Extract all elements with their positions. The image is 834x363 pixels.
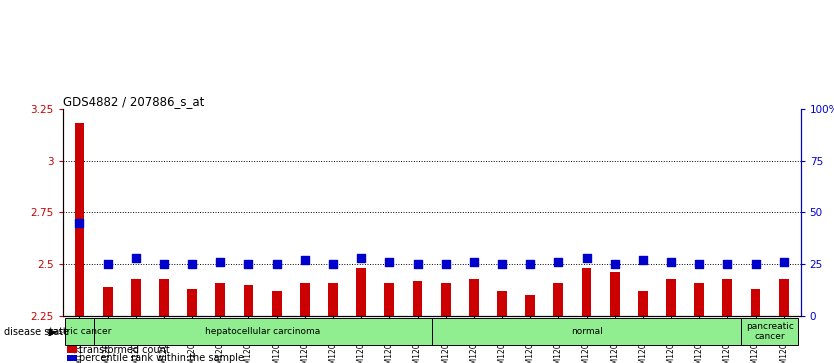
Bar [666,278,676,316]
Bar [413,281,423,316]
Bar [272,291,282,316]
Bar [93,318,432,345]
Point [354,255,368,261]
Text: ▶: ▶ [49,327,57,337]
Point [383,259,396,265]
Point [411,261,425,267]
Point [580,255,593,261]
Point [608,261,621,267]
Text: normal: normal [570,327,602,336]
Bar [469,278,479,316]
Bar [779,278,789,316]
Bar [187,289,197,316]
Point [439,261,452,267]
Bar [159,278,169,316]
Point [692,261,706,267]
Point [242,261,255,267]
Bar [610,272,620,316]
Bar [432,318,741,345]
Bar [74,123,84,316]
Bar [440,283,450,316]
Point [326,261,339,267]
Text: percentile rank within the sample: percentile rank within the sample [79,353,244,363]
Bar [638,291,648,316]
Bar [356,268,366,316]
Bar [497,291,507,316]
Bar [525,295,535,316]
Text: transformed count: transformed count [79,344,170,355]
Text: gastric cancer: gastric cancer [48,327,112,336]
Point [524,261,537,267]
Bar [244,285,254,316]
Bar [722,278,732,316]
Bar [65,318,93,345]
Point [101,261,114,267]
Bar [581,268,591,316]
Point [270,261,284,267]
Text: disease state: disease state [4,327,69,337]
Point [467,259,480,265]
Point [777,259,791,265]
Bar [694,283,704,316]
Point [298,257,311,263]
Point [552,259,565,265]
Point [636,257,650,263]
Point [73,220,86,225]
Text: pancreatic
cancer: pancreatic cancer [746,322,794,341]
Bar [131,278,141,316]
Bar [384,283,394,316]
Point [129,255,143,261]
Bar [751,289,761,316]
Point [749,261,762,267]
Bar [328,283,338,316]
Point [721,261,734,267]
Point [158,261,171,267]
Point [665,259,678,265]
Bar [554,283,563,316]
Point [495,261,509,267]
Text: GDS4882 / 207886_s_at: GDS4882 / 207886_s_at [63,95,204,108]
Point [214,259,227,265]
Point [185,261,198,267]
Bar [103,287,113,316]
Bar [215,283,225,316]
Bar [741,318,798,345]
Text: hepatocellular carcinoma: hepatocellular carcinoma [205,327,320,336]
Bar [300,283,309,316]
